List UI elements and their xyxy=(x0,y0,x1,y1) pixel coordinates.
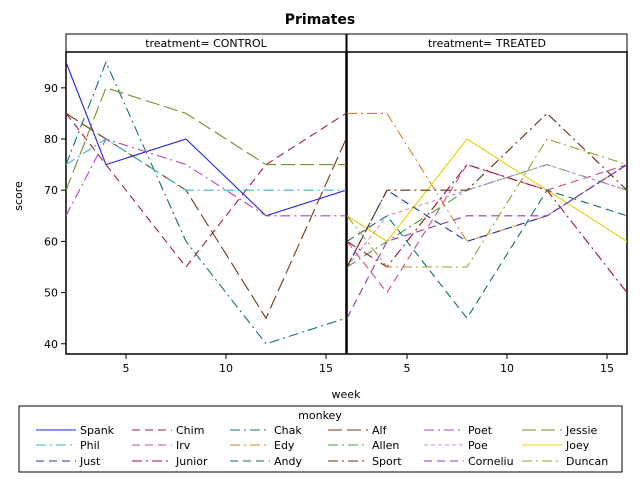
panel-strip-label: treatment= TREATED xyxy=(428,37,546,50)
series-line-chak xyxy=(66,60,346,345)
y-tick-label: 80 xyxy=(44,133,58,146)
legend: monkey Spank Chim Chak Alf Poet Jessie Phil Irv E… xyxy=(18,405,623,473)
legend-label-chim: Chim xyxy=(176,424,204,437)
series-line-jessie xyxy=(66,87,346,191)
series-line-chim xyxy=(66,112,346,268)
y-tick-label: 50 xyxy=(44,287,58,300)
series-line-just xyxy=(347,164,627,268)
legend-label-edy: Edy xyxy=(274,439,295,452)
series-line-edy xyxy=(347,112,627,243)
legend-label-poe: Poe xyxy=(468,439,488,452)
series-line-poet xyxy=(66,138,346,217)
x-tick-label: 5 xyxy=(123,362,130,375)
legend-title: monkey xyxy=(298,409,342,422)
series-line-joey xyxy=(347,138,627,243)
x-tick-label: 5 xyxy=(404,362,411,375)
series-line-corneliu xyxy=(347,164,627,319)
legend-label-corneliu: Corneliu xyxy=(468,455,514,468)
legend-label-duncan: Duncan xyxy=(566,455,608,468)
series-line-irv xyxy=(347,163,627,294)
panel-frame xyxy=(65,51,347,355)
series-lines xyxy=(347,112,627,320)
legend-label-alf: Alf xyxy=(372,424,388,437)
panel-frame xyxy=(346,51,628,355)
legend-label-spank: Spank xyxy=(80,424,115,437)
y-tick-label: 60 xyxy=(44,235,58,248)
legend-box xyxy=(18,405,623,473)
chart-title: Primates xyxy=(285,12,356,28)
legend-label-jessie: Jessie xyxy=(565,424,598,437)
legend-label-sport: Sport xyxy=(372,455,402,468)
panel-treated: treatment= TREATED 5 10 15 xyxy=(346,33,628,375)
legend-label-joey: Joey xyxy=(565,439,590,452)
y-axis-label: score xyxy=(12,181,25,211)
x-tick-label: 15 xyxy=(600,362,614,375)
x-axis-label: week xyxy=(332,388,362,401)
y-tick-label: 90 xyxy=(44,82,58,95)
x-tick-label: 10 xyxy=(219,362,233,375)
series-lines xyxy=(66,60,346,345)
legend-label-poet: Poet xyxy=(468,424,493,437)
y-tick-label: 70 xyxy=(44,184,58,197)
series-line-spank xyxy=(66,61,346,217)
legend-label-irv: Irv xyxy=(176,439,191,452)
series-line-phil xyxy=(66,138,346,191)
series-line-andy xyxy=(347,189,627,320)
legend-label-junior: Junior xyxy=(175,455,208,468)
series-line-poe xyxy=(347,164,627,268)
y-tick-label: 40 xyxy=(44,338,58,351)
legend-label-allen: Allen xyxy=(372,439,399,452)
series-line-allen xyxy=(347,164,627,268)
series-line-junior xyxy=(347,163,627,293)
panel-control: treatment= CONTROL 5 10 15 40 50 60 70 80 90 xyxy=(44,33,347,375)
x-tick-label: 10 xyxy=(500,362,514,375)
legend-label-chak: Chak xyxy=(274,424,302,437)
legend-label-just: Just xyxy=(79,455,101,468)
legend-label-andy: Andy xyxy=(274,455,302,468)
series-line-sport xyxy=(347,112,627,268)
panel-strip-label: treatment= CONTROL xyxy=(145,37,267,50)
legend-label-phil: Phil xyxy=(80,439,100,452)
x-tick-label: 15 xyxy=(319,362,333,375)
series-line-duncan xyxy=(347,138,627,268)
